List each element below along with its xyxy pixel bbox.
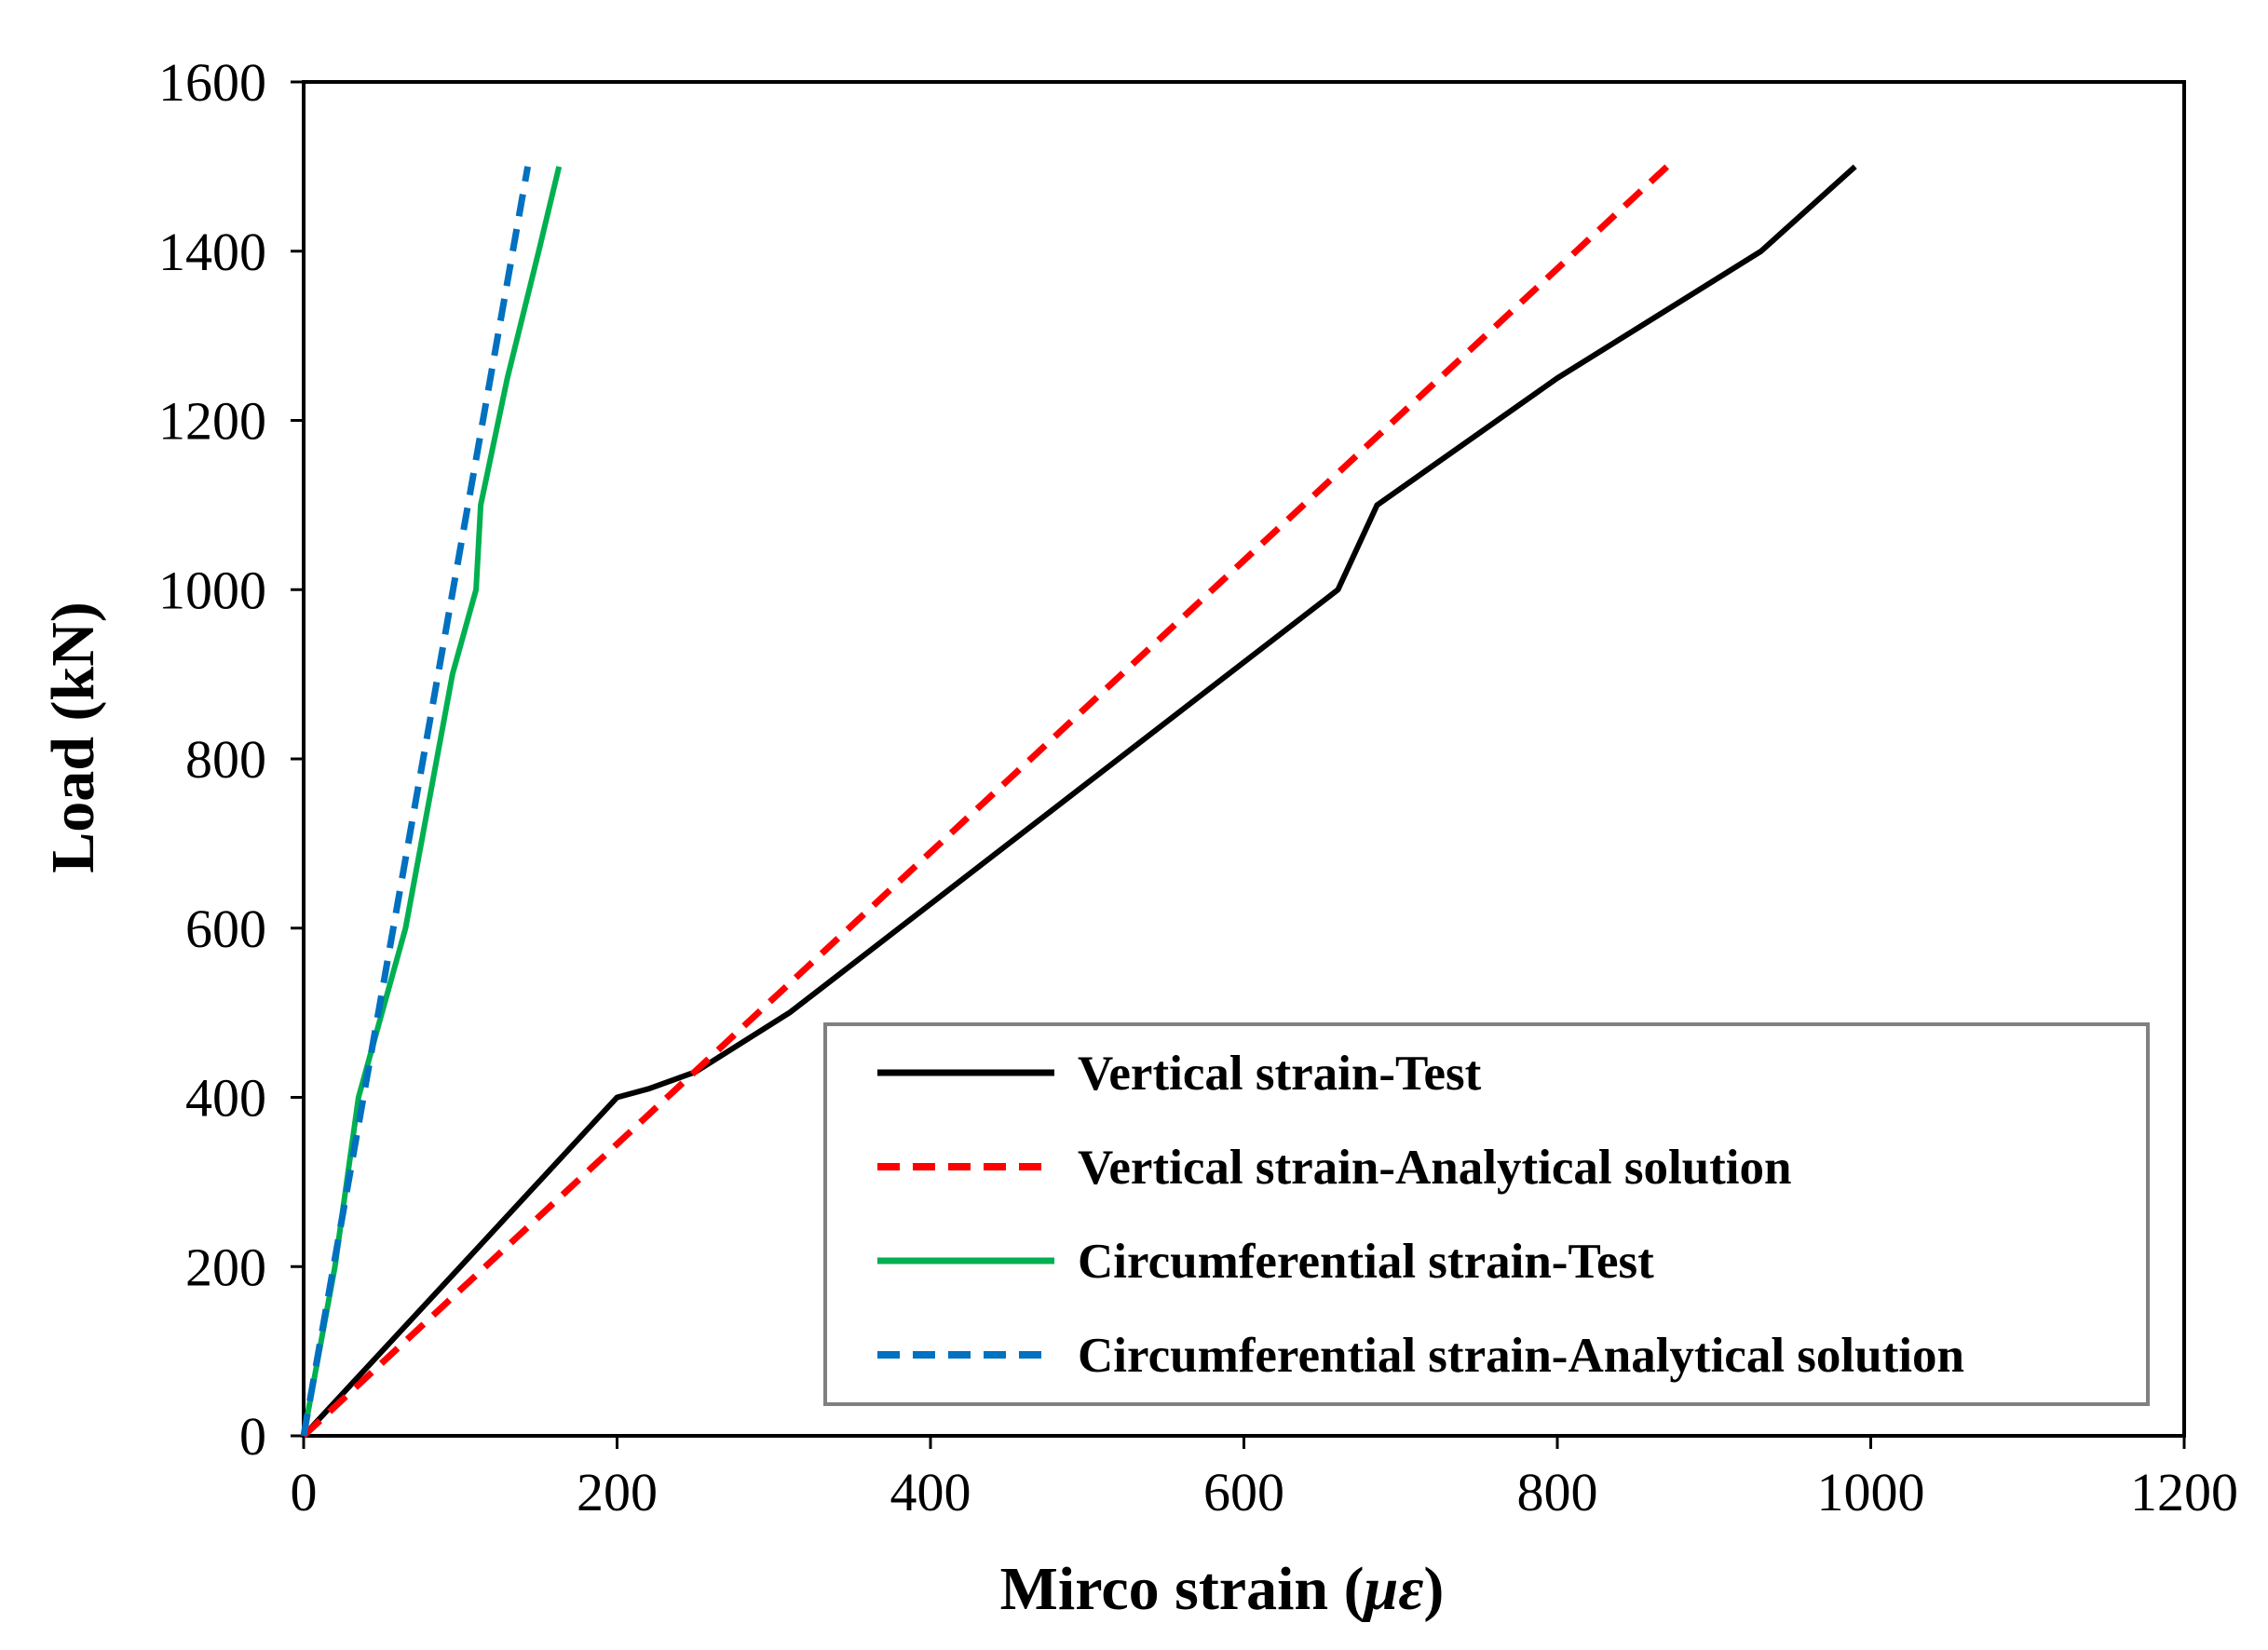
y-tick-label: 200 — [185, 1237, 266, 1297]
y-tick-label: 1000 — [158, 560, 266, 620]
x-tick-label: 200 — [577, 1462, 658, 1522]
axes-layer: 0 200 400 600 800 1000 1200 0 200 400 600 800 1000 12… — [158, 52, 2238, 1522]
series-layer — [300, 164, 1857, 1439]
y-tick-label: 600 — [185, 899, 266, 959]
x-tick-label: 600 — [1203, 1462, 1284, 1522]
y-tick-label: 1600 — [158, 52, 266, 113]
y-axis-title: Load (kN) — [39, 602, 107, 873]
series-line-2 — [301, 164, 1670, 1439]
x-tick-label: 400 — [890, 1462, 971, 1522]
series-line-1 — [301, 164, 1857, 1439]
legend-box — [823, 1022, 2150, 1406]
y-tick-label: 400 — [185, 1068, 266, 1129]
y-tick-label: 1400 — [158, 222, 266, 282]
x-axis-title-symbol: με — [1362, 1555, 1424, 1623]
x-tick-label: 800 — [1517, 1462, 1598, 1522]
y-tick-label: 800 — [185, 729, 266, 790]
legend-label-1: Vertical strain-Test — [1078, 1047, 1482, 1101]
y-tick-label: 1200 — [158, 391, 266, 452]
y-tick-label: 0 — [239, 1406, 266, 1467]
legend-label-2: Vertical strain-Analytical solution — [1078, 1141, 1792, 1195]
series-line-3 — [301, 166, 563, 1437]
series-line-4 — [300, 166, 532, 1437]
legend-label-3: Circumferential strain-Test — [1078, 1235, 1654, 1289]
x-axis-title: Mirco strain (με) — [1000, 1555, 1445, 1623]
x-tick-label: 0 — [291, 1462, 318, 1522]
legend: Vertical strain-Test Vertical strain-Anal… — [823, 1022, 2150, 1406]
legend-label-4: Circumferential strain-Analytical soluti… — [1078, 1329, 1964, 1383]
x-tick-label: 1200 — [2130, 1462, 2238, 1522]
x-tick-label: 1000 — [1817, 1462, 1925, 1522]
